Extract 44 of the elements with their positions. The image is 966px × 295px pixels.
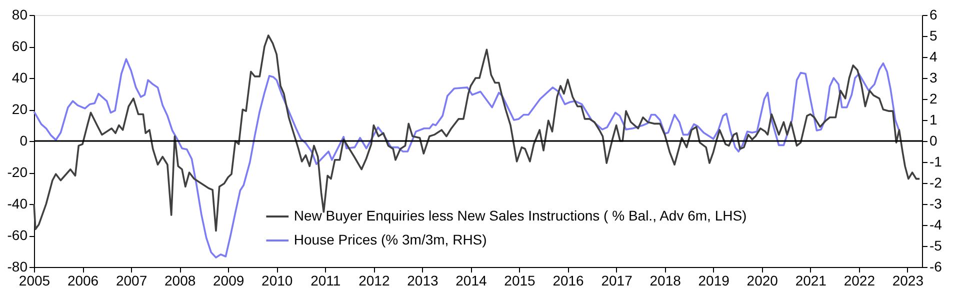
y-tick-label: -20 xyxy=(7,164,28,180)
y-tick-label: 40 xyxy=(12,70,28,86)
x-tick-label: 2017 xyxy=(601,272,633,288)
y2-tick-label: 3 xyxy=(930,70,938,86)
y2-tick-label: -4 xyxy=(930,216,942,232)
y-tick-label: 0 xyxy=(20,132,28,148)
y2-tick-label: -5 xyxy=(930,238,942,254)
x-tick-label: 2015 xyxy=(504,272,536,288)
y2-tick-label: 1 xyxy=(930,112,938,128)
y2-tick-label: 0 xyxy=(930,132,938,148)
x-tick-label: 2006 xyxy=(67,272,99,288)
y2-tick-label: -1 xyxy=(930,154,942,170)
y-tick-label: 80 xyxy=(12,6,28,22)
x-tick-label: 2011 xyxy=(310,272,341,288)
y2-tick-label: -2 xyxy=(930,174,942,190)
y-tick-label: 20 xyxy=(12,101,28,117)
legend-label: New Buyer Enquiries less New Sales Instructions ( % Bal., Adv 6m, LHS) xyxy=(294,208,747,224)
x-tick-label: 2012 xyxy=(358,272,390,288)
y-tick-label: -60 xyxy=(7,227,28,243)
x-tick-label: 2010 xyxy=(262,272,293,288)
line-series xyxy=(33,58,900,258)
x-tick-label: 2013 xyxy=(407,272,438,288)
y-tick-label: 60 xyxy=(12,38,28,54)
legend-label: House Prices (% 3m/3m, RHS) xyxy=(294,232,487,248)
y2-tick-label: 4 xyxy=(930,48,938,64)
x-tick-label: 2022 xyxy=(844,272,876,288)
y-tick-label: -80 xyxy=(7,258,28,274)
x-tick-label: 2008 xyxy=(164,272,196,288)
x-tick-label: 2009 xyxy=(213,272,244,288)
x-tick-label: 2018 xyxy=(650,272,682,288)
x-tick-label: 2021 xyxy=(795,272,827,288)
x-tick-label: 2023 xyxy=(892,272,924,288)
y2-tick-label: 5 xyxy=(930,28,938,44)
x-tick-label: 2019 xyxy=(698,272,730,288)
y2-tick-label: 2 xyxy=(930,90,938,106)
y-tick-label: -40 xyxy=(7,196,28,212)
y2-tick-label: -6 xyxy=(930,258,942,274)
y2-tick-label: 6 xyxy=(930,6,938,22)
x-tick-label: 2007 xyxy=(116,272,148,288)
x-tick-label: 2020 xyxy=(746,272,778,288)
y2-tick-label: -3 xyxy=(930,196,942,212)
x-tick-label: 2014 xyxy=(456,272,487,288)
x-tick-label: 2005 xyxy=(18,272,50,288)
x-tick-label: 2016 xyxy=(552,272,584,288)
